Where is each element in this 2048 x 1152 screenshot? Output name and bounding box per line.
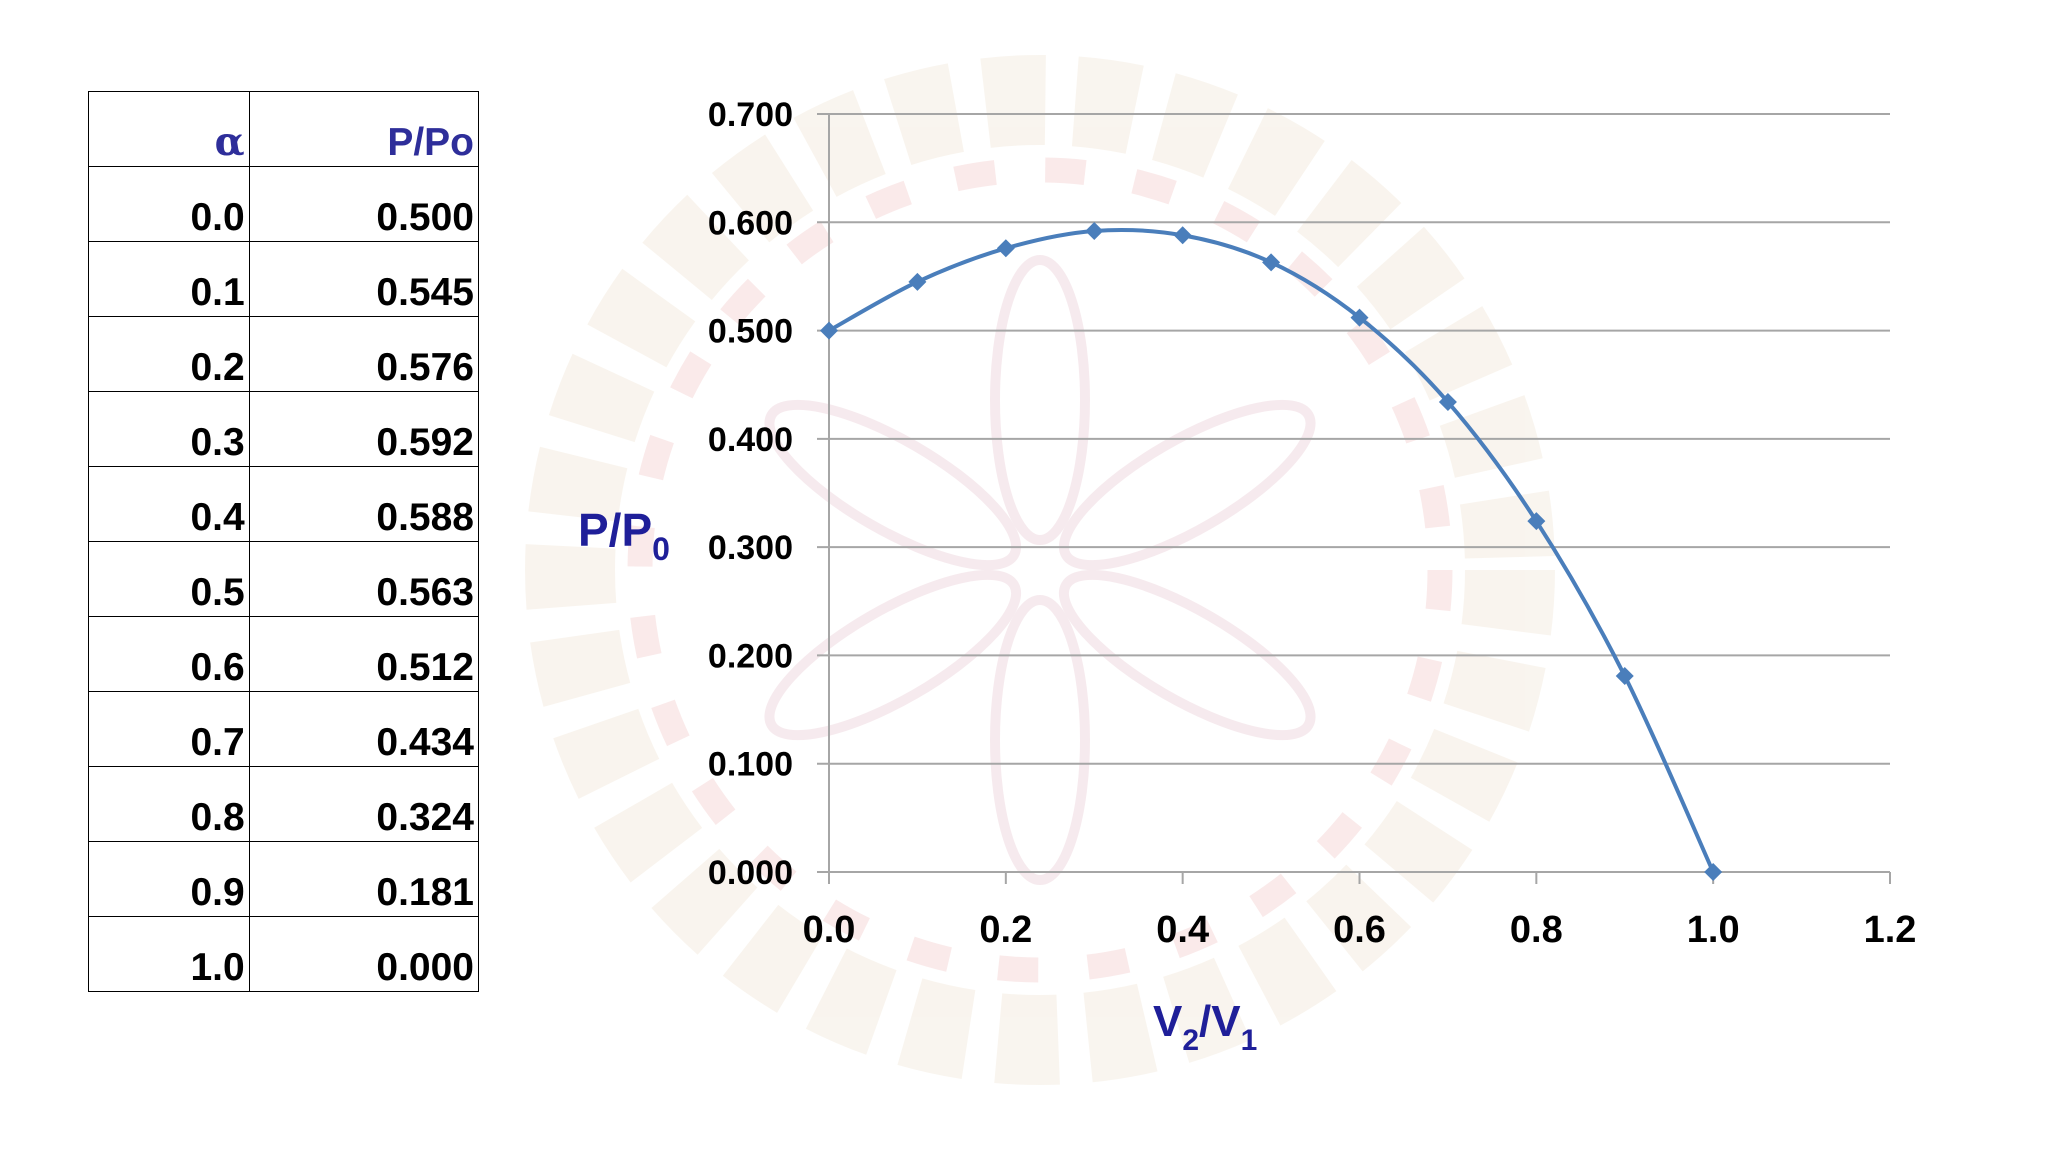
y-tick-label: 0.500 [708,313,793,351]
data-point-marker [1350,308,1369,327]
data-point-marker [1085,221,1104,240]
header-alpha: α [88,91,250,167]
p-po-cell: 0.000 [248,916,480,992]
y-axis-title: P/P0 [578,504,670,567]
table-row: 0.3 0.592 [88,391,480,467]
p-po-cell: 0.592 [248,391,480,467]
data-point-marker [1173,226,1192,245]
p-po-cell: 0.563 [248,541,480,617]
alpha-cell: 0.3 [88,391,250,467]
data-point-marker [1704,863,1723,881]
data-point-marker [820,321,838,340]
table-row: 1.0 0.000 [88,916,480,992]
table-row: 0.7 0.434 [88,691,480,767]
gridlines [817,113,1890,873]
series-line [828,227,1715,873]
data-table: α P/Po 0.0 0.500 0.1 0.545 0.2 0.576 0.3 0.592 0… [88,91,480,992]
alpha-cell: 0.1 [88,241,250,317]
y-tick-label: 0.400 [708,421,793,459]
p-po-cell: 0.545 [248,241,480,317]
y-tick-label: 0.700 [708,96,793,134]
x-tick-label: 0.8 [1510,909,1563,951]
table-row: 0.8 0.324 [88,766,480,842]
alpha-cell: 1.0 [88,916,250,992]
series-markers [820,221,1723,881]
x-tick-label: 1.2 [1864,909,1917,951]
y-tick-label: 0.600 [708,204,793,242]
axes [828,114,1891,884]
table-row: 0.6 0.512 [88,616,480,692]
alpha-cell: 0.6 [88,616,250,692]
table-row: 0.0 0.500 [88,166,480,242]
p-po-cell: 0.324 [248,766,480,842]
x-tick-label: 0.2 [979,909,1032,951]
data-point-marker [996,239,1015,258]
table-row: 0.9 0.181 [88,841,480,917]
table-row: 0.4 0.588 [88,466,480,542]
data-point-marker [1438,393,1457,412]
alpha-cell: 0.7 [88,691,250,767]
y-tick-label: 0.100 [708,746,793,784]
table-body: 0.0 0.500 0.1 0.545 0.2 0.576 0.3 0.592 0.4 0.588… [88,166,480,992]
x-tick-label: 0.4 [1156,909,1209,951]
x-tick-label: 0.0 [803,909,856,951]
x-tick-label: 1.0 [1687,909,1740,951]
y-tick-label: 0.000 [708,854,793,892]
y-tick-label: 0.300 [708,529,793,567]
table-row: 0.2 0.576 [88,316,480,392]
data-point-marker [908,272,927,291]
data-point-marker [1615,667,1634,686]
alpha-cell: 0.0 [88,166,250,242]
p-po-cell: 0.588 [248,466,480,542]
table-row: 0.1 0.545 [88,241,480,317]
table-row: 0.5 0.563 [88,541,480,617]
y-tick-labels: 0.000 0.100 0.200 0.300 0.400 0.500 0.600 0.700 [708,96,793,892]
p-po-cell: 0.500 [248,166,480,242]
p-po-cell: 0.181 [248,841,480,917]
p-po-cell: 0.576 [248,316,480,392]
x-tick-label: 0.6 [1333,909,1386,951]
x-tick-labels: 0.0 0.2 0.4 0.6 0.8 1.0 1.2 [803,909,1917,951]
alpha-cell: 0.5 [88,541,250,617]
header-p-po: P/Po [248,91,480,167]
table-header-row: α P/Po [88,91,480,167]
x-axis-title: V2/V1 [1153,997,1257,1057]
data-point-marker [1527,512,1546,531]
alpha-cell: 0.2 [88,316,250,392]
alpha-cell: 0.9 [88,841,250,917]
data-point-marker [1262,253,1281,272]
p-po-cell: 0.434 [248,691,480,767]
p-po-cell: 0.512 [248,616,480,692]
y-tick-label: 0.200 [708,637,793,675]
